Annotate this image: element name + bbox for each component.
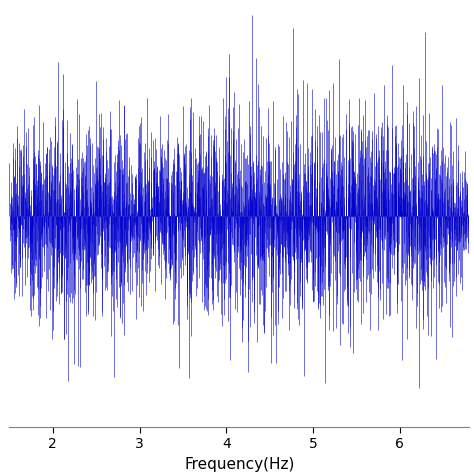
X-axis label: Frequency(Hz): Frequency(Hz)	[184, 456, 294, 472]
